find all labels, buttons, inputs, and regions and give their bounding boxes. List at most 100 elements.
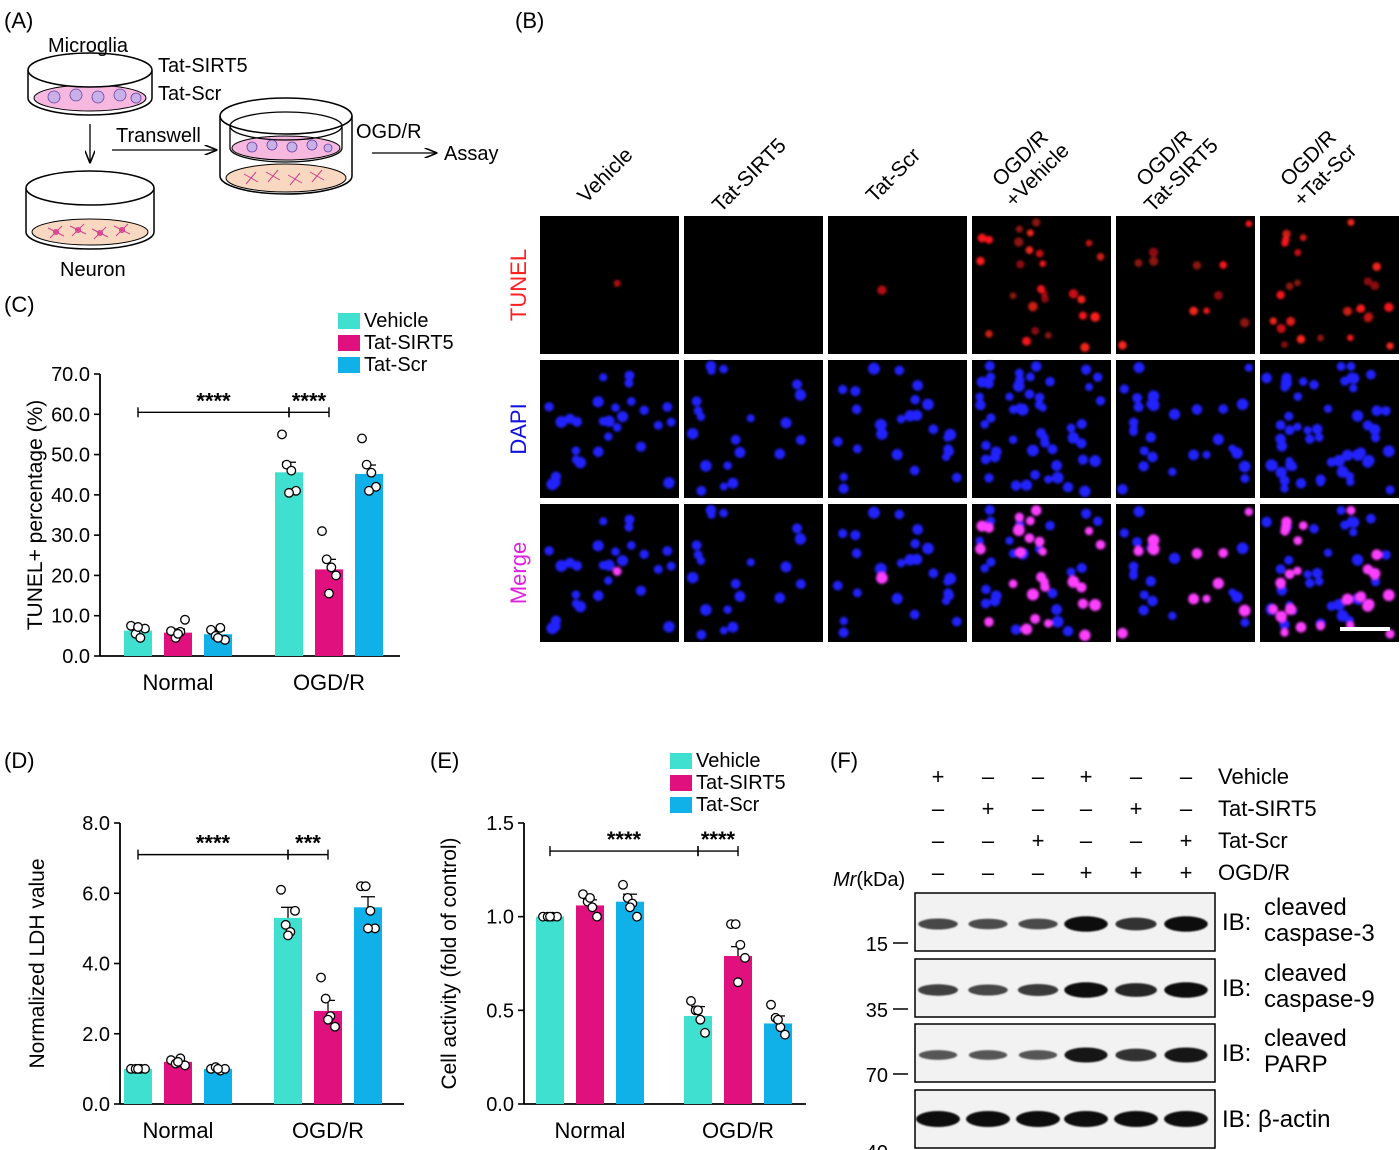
schematic-tat-sirt5-label: Tat-SIRT5 bbox=[158, 55, 248, 77]
row-label-tunel: TUNEL bbox=[506, 249, 531, 321]
band bbox=[968, 1050, 1008, 1060]
significance-label: **** bbox=[607, 827, 642, 852]
y-tick-label: 10.0 bbox=[51, 606, 90, 628]
bar bbox=[124, 1068, 152, 1104]
panel-f-letter: (F) bbox=[830, 748, 858, 773]
treatment-sign: – bbox=[982, 860, 995, 885]
panel-c-chart: (C) 0.0 10.0 20.0 30.0 40.0 50.0 60.0 70.0TUNEL… bbox=[4, 292, 454, 695]
data-point bbox=[286, 465, 297, 476]
legend-label: Vehicle bbox=[364, 310, 429, 332]
treatment-sign: – bbox=[1130, 828, 1143, 853]
treatment-label: Tat-Scr bbox=[1218, 828, 1288, 853]
y-tick-label: 70.0 bbox=[51, 364, 90, 386]
legend-label: Tat-SIRT5 bbox=[364, 332, 454, 354]
blot-strip bbox=[914, 958, 1216, 1018]
schematic-transwell-label: Transwell bbox=[116, 125, 201, 147]
band bbox=[1164, 916, 1208, 932]
band bbox=[968, 984, 1008, 996]
antibody-label: PARP bbox=[1264, 1051, 1328, 1078]
mw-marker: 70 bbox=[866, 1065, 888, 1087]
micrograph-grid bbox=[540, 216, 1399, 642]
treatment-sign: + bbox=[1180, 828, 1193, 853]
data-point bbox=[180, 614, 190, 625]
cell-activity-bar-chart: 0.0 0.5 1.0 1.5 Cell activity (fold of contr… bbox=[438, 750, 806, 1143]
y-axis-label: Cell activity (fold of control) bbox=[438, 837, 461, 1089]
schematic-microglia-label: Microglia bbox=[48, 35, 129, 57]
blot-strip bbox=[914, 1089, 1216, 1149]
column-label: Vehicle bbox=[573, 143, 637, 207]
y-tick-label: 0.0 bbox=[486, 1094, 514, 1116]
blot-strip bbox=[914, 892, 1216, 952]
data-point bbox=[324, 588, 334, 599]
significance-label: **** bbox=[196, 831, 231, 856]
micrograph-tunel-2 bbox=[684, 216, 823, 354]
micrograph-merge-2 bbox=[684, 504, 823, 642]
ib-label: IB: bbox=[1222, 975, 1251, 1002]
treatment-sign: – bbox=[1032, 796, 1045, 821]
mw-marker: 40 bbox=[866, 1142, 888, 1150]
y-axis-label: Normalized LDH value bbox=[26, 858, 49, 1068]
row-label-dapi: DAPI bbox=[506, 403, 531, 454]
micrograph-dapi-2 bbox=[684, 360, 823, 498]
legend-swatch bbox=[338, 357, 360, 373]
micrograph-tunel-6 bbox=[1260, 216, 1399, 354]
micrograph-dapi-4 bbox=[972, 360, 1111, 498]
data-point bbox=[733, 977, 743, 988]
band bbox=[1064, 1111, 1108, 1127]
ldh-bar-chart: 0.0 2.0 4.0 6.0 8.0 Normalized LDH value Norma… bbox=[26, 813, 404, 1143]
treatment-sign: – bbox=[1180, 764, 1193, 789]
treatment-sign: + bbox=[982, 796, 995, 821]
legend-swatch bbox=[670, 753, 692, 769]
data-point bbox=[618, 879, 628, 890]
data-point bbox=[780, 1029, 790, 1040]
band bbox=[1164, 1047, 1208, 1063]
y-tick-label: 20.0 bbox=[51, 565, 90, 587]
blot-strip bbox=[914, 1023, 1216, 1083]
panel-c-letter: (C) bbox=[4, 292, 35, 317]
schematic-ogdr-label: OGD/R bbox=[356, 121, 422, 143]
treatment-sign: – bbox=[1180, 796, 1193, 821]
data-point bbox=[321, 554, 332, 565]
data-point bbox=[361, 459, 372, 470]
panel-e-chart: (E) 0.0 0.5 1.0 1.5 Cell activity (fold of c… bbox=[430, 748, 806, 1143]
panel-f-western: (F) + – – + – – Vehicle– + – – + – Tat-SIRT5– – + – – + Ta… bbox=[830, 748, 1375, 1150]
significance-label: **** bbox=[292, 388, 327, 413]
treatment-sign: + bbox=[1080, 860, 1093, 885]
data-point bbox=[363, 923, 373, 934]
y-tick-label: 60.0 bbox=[51, 404, 90, 426]
ib-label: IB: bbox=[1222, 909, 1251, 936]
y-tick-label: 0.0 bbox=[62, 646, 90, 668]
micrograph-tunel-5 bbox=[1116, 216, 1255, 354]
data-point bbox=[364, 485, 374, 496]
treatment-sign: – bbox=[1080, 828, 1093, 853]
band bbox=[966, 1111, 1010, 1127]
x-tick-label: OGD/R bbox=[293, 670, 365, 695]
micrograph-merge-1 bbox=[540, 504, 679, 642]
data-point bbox=[284, 487, 294, 498]
treatment-sign: – bbox=[1080, 796, 1093, 821]
data-point bbox=[280, 919, 291, 930]
data-point bbox=[283, 930, 293, 941]
treatment-sign: + bbox=[1080, 764, 1093, 789]
y-tick-label: 1.5 bbox=[486, 813, 514, 835]
bar bbox=[576, 905, 604, 1104]
treatment-sign: – bbox=[1032, 764, 1045, 789]
data-point bbox=[331, 570, 341, 581]
antibody-label: cleaved bbox=[1264, 960, 1347, 987]
band bbox=[918, 918, 958, 930]
data-point bbox=[215, 622, 226, 633]
micrograph-dapi-5 bbox=[1116, 360, 1255, 498]
column-label: Tat-SIRT5 bbox=[708, 134, 791, 217]
legend-label: Tat-Scr bbox=[364, 354, 428, 376]
bar bbox=[275, 472, 303, 656]
panel-d-chart: (D) 0.0 2.0 4.0 6.0 8.0 Normalized LDH value N… bbox=[4, 748, 404, 1143]
x-tick-label: OGD/R bbox=[702, 1118, 774, 1143]
legend-swatch bbox=[670, 797, 692, 813]
antibody-label: caspase-9 bbox=[1264, 986, 1375, 1013]
treatment-sign: – bbox=[932, 828, 945, 853]
western-blot: + – – + – – Vehicle– + – – + – Tat-SIRT5– – + – – + Tat-Sc… bbox=[833, 764, 1375, 1150]
y-tick-label: 8.0 bbox=[82, 813, 110, 835]
treatment-sign: – bbox=[982, 828, 995, 853]
